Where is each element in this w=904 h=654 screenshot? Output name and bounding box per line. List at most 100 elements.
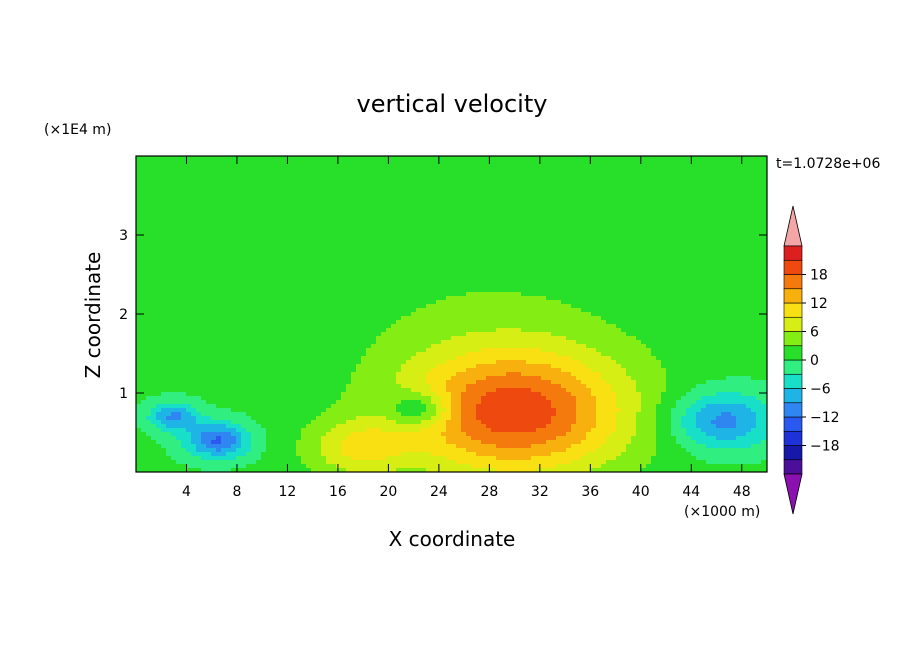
field-cell	[616, 232, 622, 237]
field-cell	[381, 284, 387, 289]
field-cell	[631, 168, 637, 173]
field-cell	[376, 180, 382, 185]
field-cell	[621, 196, 627, 201]
field-cell	[401, 204, 407, 209]
field-cell	[296, 160, 302, 165]
field-cell	[451, 200, 457, 205]
field-cell	[466, 248, 472, 253]
field-cell	[486, 244, 492, 249]
field-cell	[406, 280, 412, 285]
field-cell	[331, 236, 337, 241]
field-cell	[486, 252, 492, 257]
field-cell	[436, 208, 442, 213]
field-cell	[281, 196, 287, 201]
field-cell	[141, 256, 147, 261]
field-cell	[201, 176, 207, 181]
field-cell	[201, 308, 207, 313]
field-cell	[606, 292, 612, 297]
field-cell	[186, 208, 192, 213]
field-cell	[221, 296, 227, 301]
field-cell	[421, 304, 427, 309]
field-cell	[681, 304, 687, 309]
field-cell	[186, 312, 192, 317]
field-cell	[701, 256, 707, 261]
field-cell	[431, 224, 437, 229]
field-cell	[251, 224, 257, 229]
field-cell	[706, 304, 712, 309]
field-cell	[321, 308, 327, 313]
field-cell	[266, 168, 272, 173]
field-cell	[381, 160, 387, 165]
field-cell	[606, 268, 612, 273]
field-cell	[611, 160, 617, 165]
field-cell	[336, 268, 342, 273]
field-cell	[541, 280, 547, 285]
field-cell	[406, 292, 412, 297]
field-cell	[711, 276, 717, 281]
field-cell	[686, 280, 692, 285]
field-cell	[316, 156, 322, 161]
field-cell	[621, 164, 627, 169]
field-cell	[451, 156, 457, 161]
field-cell	[456, 184, 462, 189]
field-cell	[451, 204, 457, 209]
field-cell	[371, 272, 377, 277]
field-cell	[696, 228, 702, 233]
field-cell	[176, 292, 182, 297]
field-cell	[551, 216, 557, 221]
field-cell	[676, 272, 682, 277]
field-cell	[441, 276, 447, 281]
field-cell	[731, 224, 737, 229]
field-cell	[311, 256, 317, 261]
field-cell	[261, 272, 267, 277]
field-cell	[461, 304, 467, 309]
field-cell	[191, 264, 197, 269]
field-cell	[556, 236, 562, 241]
field-cell	[141, 264, 147, 269]
field-cell	[251, 212, 257, 217]
field-cell	[516, 196, 522, 201]
field-cell	[696, 224, 702, 229]
field-cell	[561, 236, 567, 241]
field-cell	[206, 188, 212, 193]
field-cell	[506, 164, 512, 169]
field-cell	[156, 192, 162, 197]
field-cell	[711, 280, 717, 285]
field-cell	[596, 192, 602, 197]
field-cell	[331, 172, 337, 177]
field-cell	[251, 208, 257, 213]
field-cell	[161, 172, 167, 177]
field-cell	[461, 300, 467, 305]
field-cell	[441, 268, 447, 273]
field-cell	[146, 220, 152, 225]
field-cell	[711, 264, 717, 269]
field-cell	[201, 224, 207, 229]
field-cell	[746, 224, 752, 229]
field-cell	[356, 252, 362, 257]
field-cell	[371, 204, 377, 209]
field-cell	[626, 248, 632, 253]
field-cell	[266, 232, 272, 237]
field-cell	[496, 220, 502, 225]
field-cell	[531, 252, 537, 257]
field-cell	[671, 172, 677, 177]
field-cell	[436, 256, 442, 261]
field-cell	[441, 280, 447, 285]
field-cell	[681, 292, 687, 297]
field-cell	[566, 244, 572, 249]
field-cell	[221, 284, 227, 289]
field-cell	[676, 244, 682, 249]
field-cell	[371, 192, 377, 197]
field-cell	[366, 264, 372, 269]
field-cell	[161, 164, 167, 169]
field-cell	[501, 168, 507, 173]
field-cell	[496, 188, 502, 193]
field-cell	[151, 280, 157, 285]
field-cell	[411, 276, 417, 281]
field-cell	[341, 160, 347, 165]
field-cell	[601, 224, 607, 229]
field-cell	[306, 240, 312, 245]
field-cell	[561, 260, 567, 265]
field-cell	[626, 160, 632, 165]
field-cell	[336, 248, 342, 253]
